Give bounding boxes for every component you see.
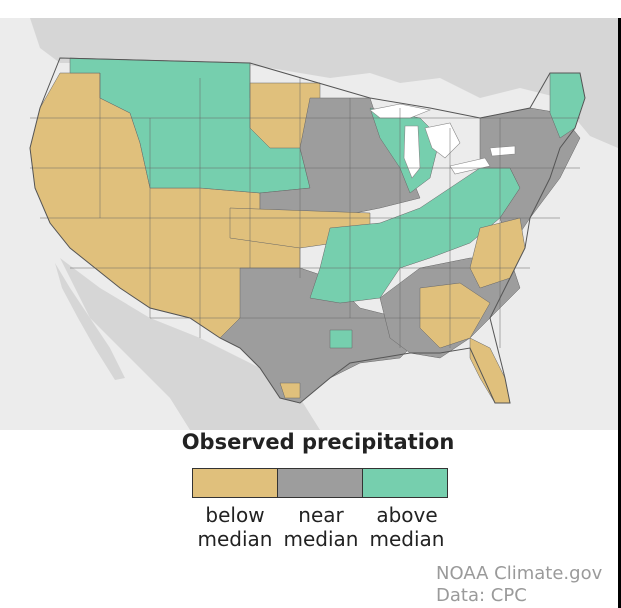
legend-label-below-line1: below	[205, 503, 265, 527]
legend-label-near: near median	[278, 503, 364, 551]
us-regions	[29, 57, 586, 404]
map-svg	[29, 18, 618, 430]
legend-swatch-near	[278, 469, 363, 497]
canada-land	[30, 18, 618, 148]
legend-labels: below median near median above median	[192, 503, 450, 551]
region-florida	[469, 337, 511, 404]
frame-edge	[618, 18, 621, 608]
legend-label-above: above median	[364, 503, 450, 551]
state-borders	[30, 63, 580, 348]
legend-swatch-above	[363, 469, 447, 497]
legend-swatch-below	[193, 469, 278, 497]
legend-title: Observed precipitation	[181, 430, 455, 454]
precipitation-map	[0, 18, 618, 430]
us-outline	[29, 57, 586, 404]
credit-source: NOAA Climate.gov	[436, 563, 603, 584]
baja-land	[55, 263, 125, 380]
legend-label-above-line1: above	[376, 503, 438, 527]
credit: NOAA Climate.gov Data: CPC	[436, 563, 602, 607]
great-lakes-water	[369, 103, 516, 179]
mexico-land	[60, 258, 320, 430]
region-south-texas-tip	[279, 382, 301, 399]
legend-label-above-line2: median	[369, 527, 445, 551]
legend-label-near-line1: near	[298, 503, 344, 527]
legend-label-below: below median	[192, 503, 278, 551]
legend-label-below-line2: median	[197, 527, 273, 551]
region-louisiana-green	[329, 329, 353, 349]
credit-data: Data: CPC	[436, 585, 527, 606]
legend-bar	[192, 468, 448, 498]
legend-label-near-line2: median	[283, 527, 359, 551]
